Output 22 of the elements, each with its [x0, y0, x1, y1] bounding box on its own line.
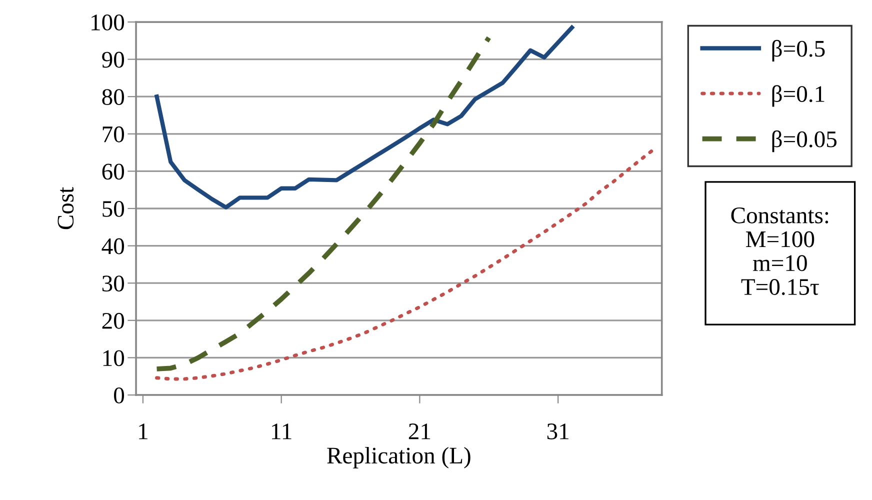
legend-label: β=0.05 — [772, 130, 837, 152]
y-axis-title: Cost — [58, 186, 74, 230]
line-series — [154, 26, 574, 210]
x-axis-title: Replication (L) — [327, 446, 470, 468]
x-tick-label: 21 — [408, 424, 430, 440]
y-tick-label: 40 — [102, 238, 124, 254]
text: Constants: M=100 m=10 T=0.15τ — [731, 208, 828, 296]
y-tick-label: 0 — [114, 387, 124, 404]
y-tick-label: 90 — [102, 52, 124, 68]
x-tick-label: 31 — [547, 424, 568, 440]
y-tick-label: 80 — [102, 89, 124, 106]
y-tick-label: 50 — [102, 200, 124, 217]
y-tick-label: 20 — [102, 312, 124, 329]
y-tick-label: 60 — [102, 164, 124, 180]
legend-label: β=0.5 — [772, 40, 825, 62]
legend-label: β=0.1 — [772, 85, 824, 107]
x-tick-label: 1 — [139, 424, 148, 440]
y-tick-label: 30 — [102, 276, 124, 292]
x-tick-label: 11 — [272, 424, 292, 440]
y-tick-label: 10 — [103, 350, 124, 366]
y-tick-label: 100 — [92, 14, 124, 30]
y-tick-label: 70 — [102, 126, 124, 142]
